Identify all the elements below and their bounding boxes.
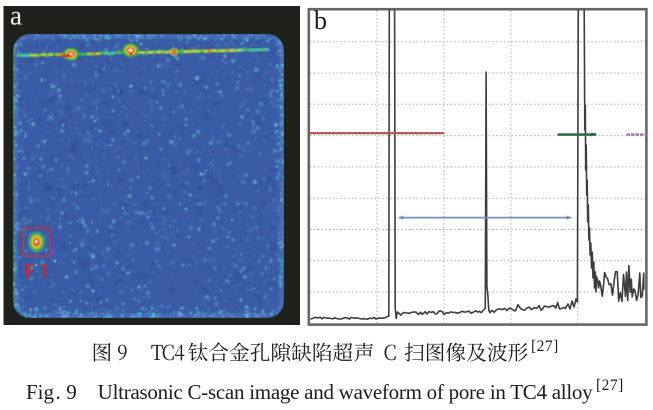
svg-text:[27]: [27]	[596, 377, 624, 394]
svg-text:1: 1	[40, 262, 49, 282]
svg-text:b: b	[314, 6, 327, 35]
svg-text:[27]: [27]	[531, 338, 559, 355]
svg-text:F: F	[24, 262, 35, 282]
svg-text:a: a	[10, 1, 22, 31]
